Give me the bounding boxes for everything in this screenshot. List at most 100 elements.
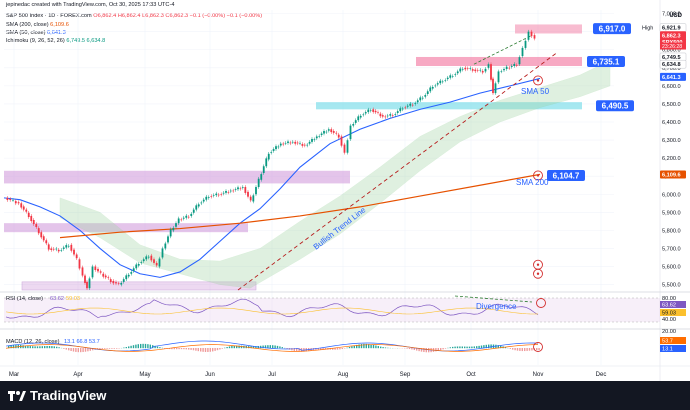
macd-badge-bg xyxy=(660,337,686,344)
candle-body xyxy=(27,212,30,218)
macd-histogram-bar xyxy=(317,348,319,350)
macd-histogram-bar xyxy=(332,348,334,350)
price-badge-bg xyxy=(659,59,687,69)
candle-body xyxy=(192,209,195,213)
macd-histogram-bar xyxy=(413,348,415,351)
rsi-badge: 63.62 xyxy=(662,303,676,309)
candle-body xyxy=(386,115,389,117)
macd-histogram-bar xyxy=(526,348,528,351)
candle-body xyxy=(409,103,412,106)
candle-body xyxy=(155,262,158,266)
candle-body xyxy=(247,191,249,197)
candle-body xyxy=(474,69,477,72)
candle-body xyxy=(479,69,482,71)
candle-body xyxy=(227,192,230,193)
candle-body xyxy=(294,141,297,144)
candle-body xyxy=(47,244,50,250)
candle-body xyxy=(471,69,474,71)
sma200-annotation: SMA 200 xyxy=(516,178,549,187)
candle-body xyxy=(42,236,45,241)
macd-histogram-bar xyxy=(212,348,214,352)
level-6104-label-bg xyxy=(547,169,585,181)
candle-body xyxy=(40,232,43,238)
macd-histogram-bar xyxy=(408,348,411,350)
candle-body xyxy=(14,201,17,204)
candle-body xyxy=(109,279,112,283)
macd-histogram-bar xyxy=(478,345,480,349)
rsi-badge-bg xyxy=(660,309,686,316)
price-badge: 6,634.8 xyxy=(662,62,681,68)
candle-body xyxy=(130,272,133,274)
candle-body xyxy=(190,213,193,216)
candle-body xyxy=(429,87,432,92)
symbol-title[interactable]: S&P 500 Index · 1D · FOREX.com xyxy=(6,13,92,19)
candle-body xyxy=(161,248,164,258)
candle-body xyxy=(252,195,255,202)
chart-canvas[interactable]: 6,917.0 6,735.1 6,490.5 6,104.7 SMA 50 SMA 20… xyxy=(0,0,690,381)
price-tick-label: 6,000.0 xyxy=(662,192,681,198)
candle-body xyxy=(277,146,280,148)
macd-histogram-bar xyxy=(353,345,355,349)
candle-body xyxy=(434,85,437,87)
macd-histogram-bar xyxy=(435,348,437,352)
macd-histogram-bar xyxy=(324,348,327,350)
ichimoku-legend[interactable]: Ichimoku (9, 26, 52, 26) 6,749.5 6,634.8 xyxy=(6,38,105,44)
macd-histogram-bar xyxy=(240,345,243,349)
candle-body xyxy=(449,75,452,78)
low-zone xyxy=(21,281,257,291)
macd-histogram-bar xyxy=(449,347,451,349)
rsi-title: RSI (14, close) xyxy=(6,296,43,302)
macd-histogram-bar xyxy=(348,346,351,349)
macd-histogram-bar xyxy=(380,346,382,349)
high-prefix: High xyxy=(642,26,653,32)
macd-histogram-bar xyxy=(418,348,420,352)
macd-histogram-bar xyxy=(75,348,77,352)
macd-histogram-bar xyxy=(351,346,353,349)
candle-body xyxy=(421,97,424,99)
macd-histogram-bar xyxy=(298,348,300,352)
candle-body xyxy=(122,279,125,282)
macd-histogram-bar xyxy=(346,347,348,349)
macd-histogram-bar xyxy=(437,348,439,351)
macd-histogram-bar xyxy=(281,347,283,349)
macd-histogram-bar xyxy=(368,344,370,349)
macd-histogram-bar xyxy=(39,346,41,349)
macd-histogram-bar xyxy=(512,348,514,350)
candle-body xyxy=(255,187,257,195)
candle-body xyxy=(362,114,365,116)
candle-body xyxy=(291,141,294,143)
sma50-legend-label: SMA (50, close) xyxy=(6,30,46,36)
candle-body xyxy=(284,142,287,144)
candle-body xyxy=(490,64,492,80)
macd-histogram-bar xyxy=(92,348,94,351)
candle-body xyxy=(200,202,203,204)
candle-body xyxy=(456,71,459,74)
candle-body xyxy=(167,236,169,243)
macd-badge: 13.1 xyxy=(662,347,673,353)
candle-body xyxy=(175,223,177,227)
sma50-legend[interactable]: SMA (50, close) 6,641.3 xyxy=(6,30,66,36)
macd-histogram-bar xyxy=(132,345,135,349)
candle-body xyxy=(441,81,444,83)
candle-body xyxy=(301,144,304,146)
candle-body xyxy=(262,166,265,174)
macd-histogram-bar xyxy=(144,343,147,349)
macd-histogram-bar xyxy=(276,345,279,349)
price-axis: 7,000.06,900.06,800.06,700.06,600.06,500… xyxy=(0,0,690,381)
candle-body xyxy=(332,131,335,133)
candle-body xyxy=(102,273,105,277)
candle-body xyxy=(401,108,404,110)
credit-text: jepinedac created with TradingView.com, … xyxy=(6,2,175,8)
marker-circle-icon xyxy=(533,75,543,86)
macd-histogram-bar xyxy=(12,344,15,349)
candle-body xyxy=(364,112,367,114)
sma200-legend[interactable]: SMA (200, close) 6,109.6 xyxy=(6,22,69,28)
macd-histogram-bar xyxy=(411,348,413,350)
candle-body xyxy=(164,243,167,249)
sma50-legend-value: 6,641.3 xyxy=(47,30,66,36)
candle-body xyxy=(52,248,55,250)
candle-body xyxy=(142,259,145,262)
candle-body xyxy=(207,197,210,198)
candle-body xyxy=(399,108,402,112)
